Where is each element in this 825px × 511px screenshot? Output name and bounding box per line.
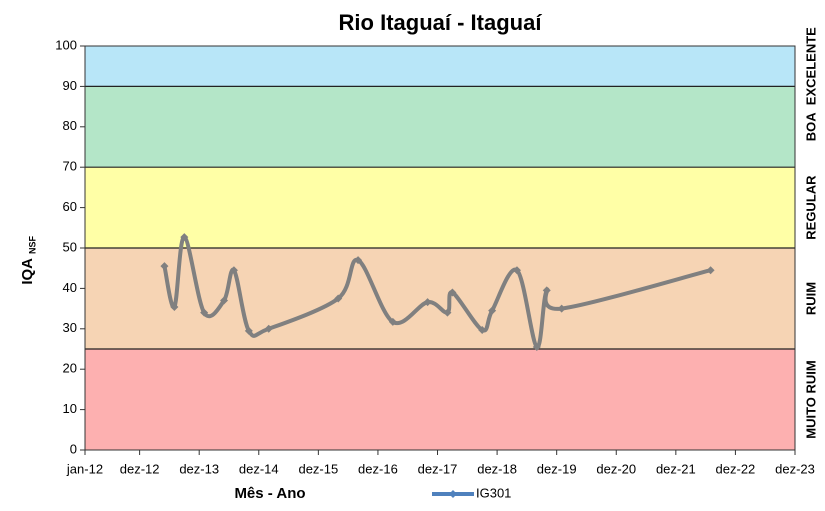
legend-label: IG301 <box>476 485 511 500</box>
y-tick-label: 90 <box>63 78 77 93</box>
point <box>334 294 343 303</box>
x-tick-label: dez-19 <box>537 461 577 476</box>
legend-marker <box>449 490 457 498</box>
point <box>488 306 497 315</box>
y-axis-title-main: IQA <box>19 258 36 285</box>
point <box>200 308 209 317</box>
x-tick-label: dez-13 <box>179 461 219 476</box>
y-tick-label: 20 <box>63 361 77 376</box>
band <box>85 349 795 450</box>
point <box>170 302 179 311</box>
point <box>264 324 273 333</box>
x-axis-title: Mês - Ano <box>234 485 305 502</box>
band-label: REGULAR <box>803 175 818 240</box>
band-label: MUITO RUIM <box>803 360 818 438</box>
point <box>557 304 566 313</box>
chart-title: Rio Itaguaí - Itaguaí <box>339 10 543 35</box>
point <box>532 342 541 351</box>
y-tick-label: 100 <box>55 37 77 52</box>
point <box>448 288 457 297</box>
band-label: BOA <box>803 112 818 142</box>
x-tick-label: dez-20 <box>596 461 636 476</box>
point <box>423 298 432 307</box>
y-tick-label: 80 <box>63 118 77 133</box>
y-axis-title: IQA NSF <box>19 235 37 284</box>
y-tick-label: 0 <box>70 441 77 456</box>
y-axis-title-sub: NSF <box>27 235 37 254</box>
band-label: RUIM <box>803 282 818 315</box>
x-tick-label: jan-12 <box>66 461 103 476</box>
point <box>180 233 189 242</box>
point <box>220 296 229 305</box>
x-tick-label: dez-15 <box>298 461 338 476</box>
x-tick-label: dez-17 <box>418 461 458 476</box>
point <box>512 266 521 275</box>
x-tick-label: dez-22 <box>716 461 756 476</box>
point <box>354 256 363 265</box>
point <box>229 266 238 275</box>
y-tick-label: 50 <box>63 239 77 254</box>
x-tick-label: dez-16 <box>358 461 398 476</box>
band <box>85 86 795 168</box>
point <box>160 262 169 271</box>
point <box>388 317 397 326</box>
point <box>443 308 452 317</box>
band <box>85 46 795 87</box>
x-tick-label: dez-18 <box>477 461 517 476</box>
x-tick-label: dez-23 <box>775 461 815 476</box>
x-tick-label: dez-12 <box>120 461 160 476</box>
point <box>244 326 253 335</box>
y-tick-label: 40 <box>63 280 77 295</box>
y-tick-label: 30 <box>63 320 77 335</box>
band-label: EXCELENTE <box>803 27 818 105</box>
point <box>478 326 487 335</box>
band <box>85 248 795 349</box>
x-tick-label: dez-14 <box>239 461 279 476</box>
y-tick-label: 70 <box>63 159 77 174</box>
x-tick-label: dez-21 <box>656 461 696 476</box>
band <box>85 167 795 248</box>
point <box>542 286 551 295</box>
point <box>706 266 715 275</box>
y-tick-label: 10 <box>63 401 77 416</box>
y-tick-label: 60 <box>63 199 77 214</box>
